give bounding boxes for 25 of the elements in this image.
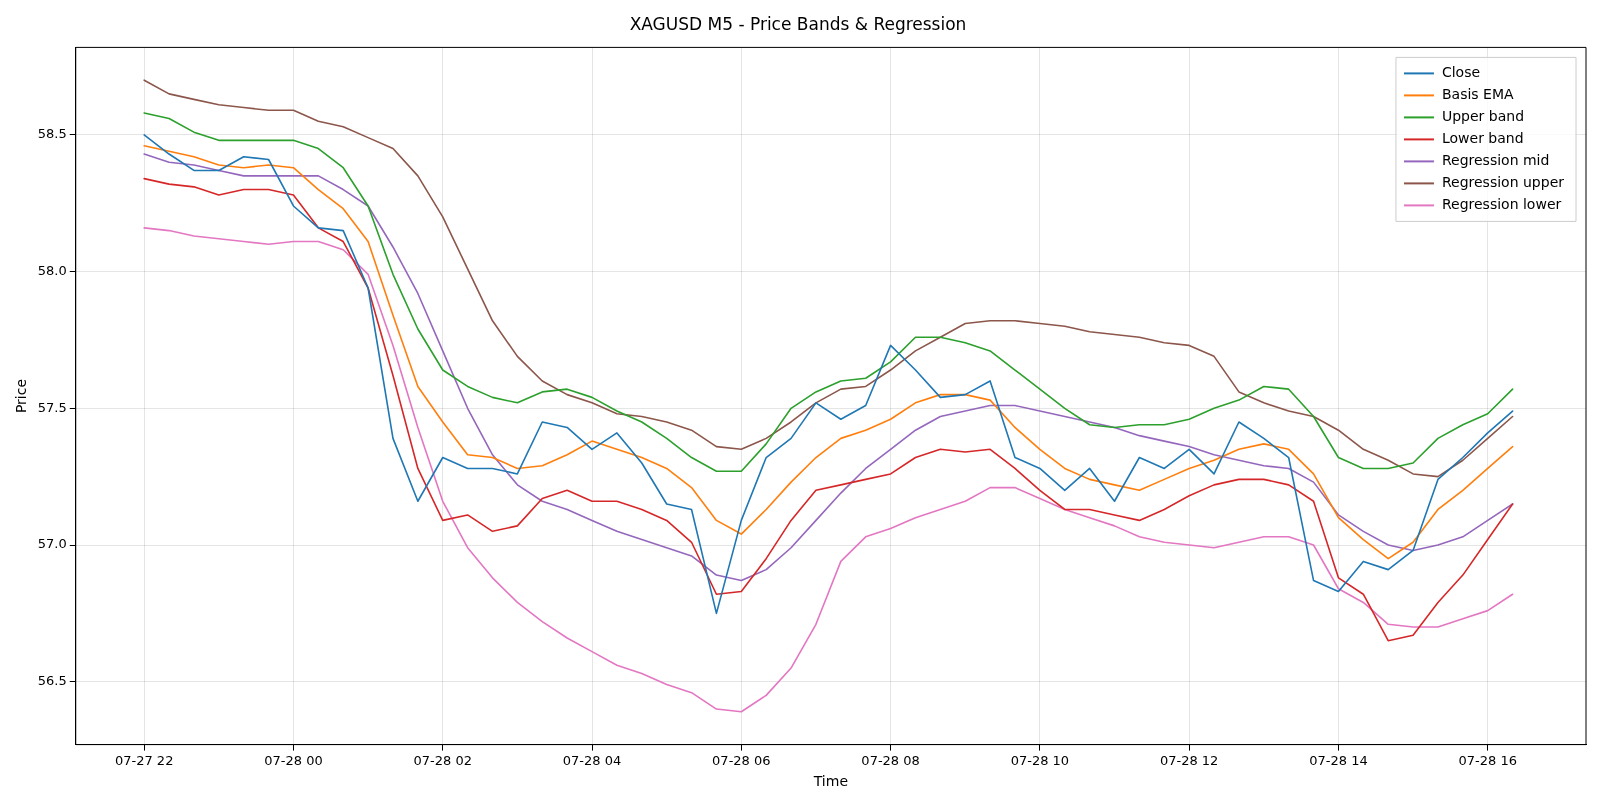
x-tick-label: 07-28 04	[562, 752, 622, 768]
legend-label: Close	[1441, 64, 1481, 81]
x-tick-label: 07-28 16	[1458, 752, 1517, 768]
x-tick-label: 07-28 14	[1309, 752, 1368, 768]
y-axis-title: Price	[13, 378, 30, 414]
legend-label: Regression upper	[1441, 174, 1565, 191]
y-tick-label: 56.5	[37, 673, 67, 689]
x-tick-label: 07-28 08	[861, 752, 920, 768]
legend-label: Lower band	[1441, 130, 1524, 147]
y-tick-label: 57.5	[37, 399, 67, 415]
x-tick-label: 07-28 10	[1010, 752, 1070, 768]
x-tick-label: 07-27 22	[114, 752, 174, 768]
y-tick-label: 58.0	[37, 262, 67, 278]
x-tick-label: 07-28 12	[1159, 752, 1219, 768]
x-axis-title: Time	[812, 773, 849, 790]
x-tick-label: 07-28 00	[264, 752, 323, 768]
legend-label: Upper band	[1441, 108, 1525, 125]
legend-label: Regression lower	[1441, 196, 1562, 213]
y-tick-label: 57.0	[37, 536, 67, 552]
legend-label: Basis EMA	[1441, 86, 1514, 103]
y-tick-label: 58.5	[37, 126, 67, 142]
x-tick-label: 07-28 06	[712, 752, 771, 768]
x-tick-label: 07-28 02	[413, 752, 472, 768]
legend-label: Regression mid	[1441, 152, 1550, 169]
chart-title: XAGUSD M5 - Price Bands & Regression	[629, 13, 967, 34]
